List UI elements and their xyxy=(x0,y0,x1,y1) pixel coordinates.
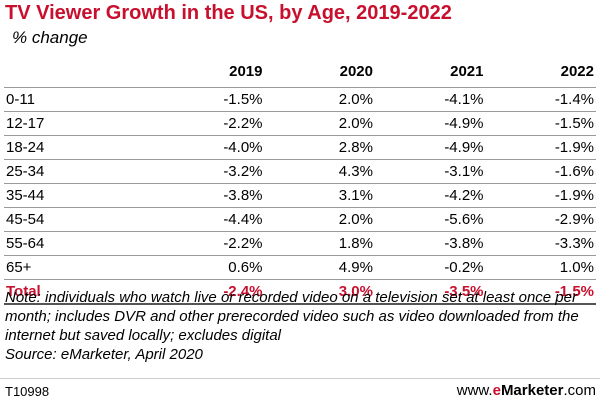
chart-title: TV Viewer Growth in the US, by Age, 2019… xyxy=(5,2,452,24)
table-row: 45-54 -4.4% 2.0% -5.6% -2.9% xyxy=(4,207,596,232)
row-label: Total xyxy=(4,279,154,305)
table-row: 12-17 -2.2% 2.0% -4.9% -1.5% xyxy=(4,111,596,136)
row-label: 0-11 xyxy=(4,87,154,112)
table-cell: 2.8% xyxy=(264,135,375,160)
chart-note: Note: individuals who watch live or reco… xyxy=(5,288,597,364)
table-cell: -1.5% xyxy=(485,111,596,136)
brand-logo: www.eMarketer.com xyxy=(457,382,596,399)
corner-header xyxy=(4,57,154,88)
table-cell: -1.5% xyxy=(485,279,596,305)
footer-divider xyxy=(0,378,600,379)
table-cell: -5.6% xyxy=(375,207,486,232)
table-cell: -3.3% xyxy=(485,231,596,256)
table-cell: -1.9% xyxy=(485,183,596,208)
table-cell: 2.0% xyxy=(264,207,375,232)
table-row: 0-11 -1.5% 2.0% -4.1% -1.4% xyxy=(4,87,596,112)
data-table: 2019 2020 2021 2022 0-11 -1.5% 2.0% -4.1% -1… xyxy=(4,57,596,305)
brand-name: Marketer xyxy=(500,382,564,399)
table-cell: 2.0% xyxy=(264,87,375,112)
table-cell: -1.6% xyxy=(485,159,596,184)
table-cell: -3.8% xyxy=(375,231,486,256)
chart-subtitle: % change xyxy=(12,28,88,47)
header-row: 2019 2020 2021 2022 xyxy=(4,57,596,88)
table-cell: -3.2% xyxy=(154,159,265,184)
table-cell: -1.5% xyxy=(154,87,265,112)
chart-code: T10998 xyxy=(5,384,50,399)
table-cell: 4.3% xyxy=(264,159,375,184)
table-cell: 0.6% xyxy=(154,255,265,280)
table-cell: -3.1% xyxy=(375,159,486,184)
table-cell: -3.8% xyxy=(154,183,265,208)
source-text: Source: eMarketer, April 2020 xyxy=(5,346,203,363)
brand-prefix: www. xyxy=(456,382,493,399)
table-cell: 1.0% xyxy=(485,255,596,280)
table-cell: -1.4% xyxy=(485,87,596,112)
table-cell: 3.0% xyxy=(264,279,375,305)
row-label: 55-64 xyxy=(4,231,154,256)
column-header: 2021 xyxy=(375,57,486,88)
table-cell: -2.2% xyxy=(154,111,265,136)
table-cell: 2.0% xyxy=(264,111,375,136)
table-cell: 4.9% xyxy=(264,255,375,280)
table-row: 55-64 -2.2% 1.8% -3.8% -3.3% xyxy=(4,231,596,256)
brand-suffix: .com xyxy=(563,382,596,399)
row-label: 35-44 xyxy=(4,183,154,208)
total-row: Total -2.4% 3.0% -3.5% -1.5% xyxy=(4,279,596,305)
row-label: 65+ xyxy=(4,255,154,280)
row-label: 12-17 xyxy=(4,111,154,136)
table-cell: -4.9% xyxy=(375,135,486,160)
table-cell: -2.9% xyxy=(485,207,596,232)
table-row: 65+ 0.6% 4.9% -0.2% 1.0% xyxy=(4,255,596,280)
table-cell: -3.5% xyxy=(375,279,486,305)
table-row: 35-44 -3.8% 3.1% -4.2% -1.9% xyxy=(4,183,596,208)
table-cell: -2.4% xyxy=(154,279,265,305)
table-cell: -4.2% xyxy=(375,183,486,208)
table-row: 18-24 -4.0% 2.8% -4.9% -1.9% xyxy=(4,135,596,160)
table-cell: -4.9% xyxy=(375,111,486,136)
table-cell: -4.4% xyxy=(154,207,265,232)
note-text: Note: individuals who watch live or reco… xyxy=(5,289,579,344)
column-header: 2022 xyxy=(485,57,596,88)
brand-e: e xyxy=(492,382,501,399)
column-header: 2020 xyxy=(264,57,375,88)
table-cell: -2.2% xyxy=(154,231,265,256)
table-body: 0-11 -1.5% 2.0% -4.1% -1.4% 12-17 -2.2% 2.0% -4.… xyxy=(4,87,596,305)
table-row: 25-34 -3.2% 4.3% -3.1% -1.6% xyxy=(4,159,596,184)
table-cell: -1.9% xyxy=(485,135,596,160)
row-label: 25-34 xyxy=(4,159,154,184)
column-header: 2019 xyxy=(154,57,265,88)
row-label: 45-54 xyxy=(4,207,154,232)
table-cell: -0.2% xyxy=(375,255,486,280)
table-cell: -4.1% xyxy=(375,87,486,112)
table-cell: 1.8% xyxy=(264,231,375,256)
row-label: 18-24 xyxy=(4,135,154,160)
table-cell: -4.0% xyxy=(154,135,265,160)
table-cell: 3.1% xyxy=(264,183,375,208)
